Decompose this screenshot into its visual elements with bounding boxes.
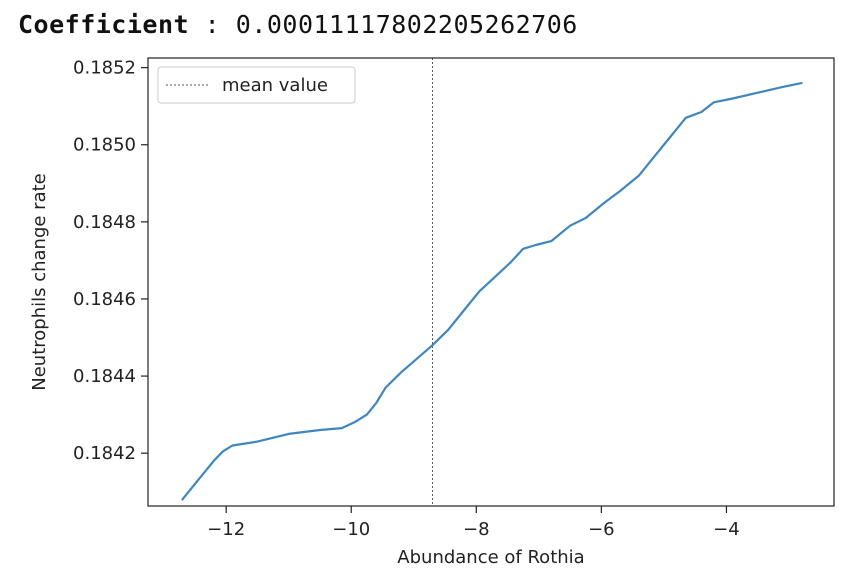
y-axis-label: Neutrophils change rate	[29, 173, 50, 391]
coefficient-separator: :	[189, 10, 236, 39]
coefficient-readout: Coefficient : 0.00011117802205262706	[18, 10, 578, 39]
x-axis-label: Abundance of Rothia	[397, 547, 584, 568]
legend-label-mean-value: mean value	[222, 75, 328, 96]
x-tick-label: −6	[588, 519, 615, 540]
x-tick-label: −10	[332, 519, 370, 540]
coefficient-label: Coefficient	[18, 10, 190, 39]
y-tick-label: 0.1844	[73, 366, 136, 387]
series-layer	[181, 81, 803, 501]
plot-frame	[147, 57, 835, 507]
legend: mean value	[157, 66, 356, 104]
x-axis-ticks: −12 −10 −8 −6 −4	[207, 506, 740, 540]
y-axis-ticks: 0.1842 0.1844 0.1846 0.1848 0.1850 0.1852	[73, 58, 148, 464]
x-tick-label: −8	[463, 519, 490, 540]
coefficient-value: 0.00011117802205262706	[235, 10, 578, 39]
y-tick-label: 0.1852	[73, 58, 136, 79]
x-tick-label: −12	[207, 519, 245, 540]
legend-box	[157, 66, 356, 104]
y-tick-label: 0.1848	[73, 212, 136, 233]
y-tick-label: 0.1850	[73, 135, 136, 156]
series-line-0	[181, 81, 803, 501]
y-tick-label: 0.1846	[73, 289, 136, 310]
x-tick-label: −4	[713, 519, 740, 540]
y-tick-label: 0.1842	[73, 443, 136, 464]
